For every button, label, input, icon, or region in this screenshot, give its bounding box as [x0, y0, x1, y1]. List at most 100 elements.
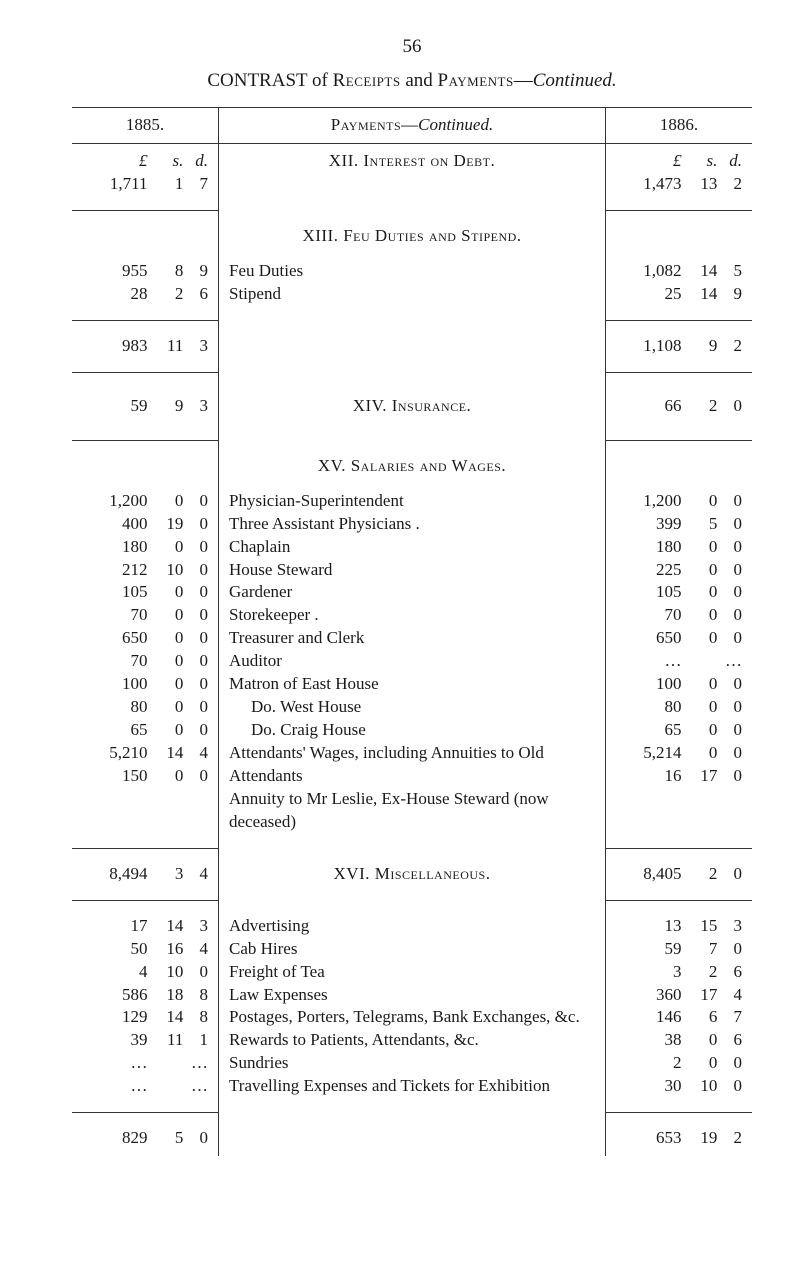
money-amount: 16 17 0: [614, 765, 744, 788]
amount-pence: 6: [185, 283, 210, 306]
line-item-desc: Gardener: [227, 581, 597, 604]
line-item-desc: Three Assistant Physicians .: [227, 513, 597, 536]
amount-shillings: 0: [683, 604, 719, 627]
money-amount: 105 0 0: [614, 581, 744, 604]
section-15-title-row: XV. Salaries and Wages.: [72, 449, 752, 484]
money-amount: 2 0 0: [614, 1052, 744, 1075]
money-amount: 650 0 0: [614, 627, 744, 650]
section-16-body: 17 14 3 50 16 4 4 10 0 586 18 8 129 14 8…: [72, 909, 752, 1105]
amount-pounds: 8,494: [80, 863, 149, 886]
sec16-total-left: 829 5 0: [80, 1127, 210, 1150]
amount-shillings: 14: [683, 283, 719, 306]
amount-pounds: 30: [614, 1075, 683, 1098]
line-item-desc: Chaplain: [227, 536, 597, 559]
money-amount: 180 0 0: [80, 536, 210, 559]
amount-pounds: 586: [80, 984, 149, 1007]
amount-shillings: 0: [683, 696, 719, 719]
amount-pence: 6: [719, 1029, 744, 1052]
title-payments: Payments: [438, 70, 514, 91]
section-13-title-row: XIII. Feu Duties and Stipend.: [72, 219, 752, 254]
divider-row: [72, 312, 752, 329]
ledger-table: 1885. Payments—Continued. 1886. £ s. d. …: [72, 108, 752, 1156]
amount-pence: 0: [719, 863, 744, 886]
amount-pounds: 25: [614, 283, 683, 306]
amount-pence: 0: [185, 490, 210, 513]
amount-pounds: 1,711: [80, 173, 149, 196]
amount-pence: 3: [719, 915, 744, 938]
amount-shillings: 0: [149, 581, 185, 604]
center-head: Payments—Continued.: [219, 108, 606, 143]
money-amount: 70 0 0: [80, 604, 210, 627]
amount-pence: 3: [185, 915, 210, 938]
money-amount: 5,210 14 4: [80, 742, 210, 765]
amount-pounds: 212: [80, 559, 149, 582]
money-amount: 65 0 0: [80, 719, 210, 742]
amount-pounds: 1,200: [80, 490, 149, 513]
amount-shillings: 9: [149, 395, 185, 418]
money-amount: 360 17 4: [614, 984, 744, 1007]
amount-pounds: 80: [80, 696, 149, 719]
amount-pounds: 50: [80, 938, 149, 961]
sec14-left: 59 9 3: [80, 395, 210, 418]
amount-shillings: 0: [683, 719, 719, 742]
section-13-body: 955 8 9 28 2 6 Feu DutiesStipend 1,082 1…: [72, 254, 752, 312]
amount-pounds: 1,108: [614, 335, 683, 358]
amount-pence: …: [185, 1075, 210, 1098]
amount-pounds: 129: [80, 1006, 149, 1029]
shilling-label: s.: [149, 150, 185, 173]
line-item-desc: Treasurer and Clerk: [227, 627, 597, 650]
amount-pounds: 225: [614, 559, 683, 582]
amount-pounds: 146: [614, 1006, 683, 1029]
money-amount: 28 2 6: [80, 283, 210, 306]
amount-pounds: 13: [614, 915, 683, 938]
line-item-desc: Storekeeper .: [227, 604, 597, 627]
money-amount: 1,200 0 0: [80, 490, 210, 513]
amount-shillings: 0: [149, 765, 185, 788]
money-amount: 80 0 0: [614, 696, 744, 719]
amount-shillings: 0: [683, 742, 719, 765]
amount-pounds: 4: [80, 961, 149, 984]
amount-pounds: 180: [614, 536, 683, 559]
amount-shillings: 0: [149, 627, 185, 650]
amount-shillings: 2: [683, 961, 719, 984]
amount-shillings: 0: [683, 673, 719, 696]
amount-shillings: [683, 650, 719, 673]
amount-shillings: 5: [149, 1127, 185, 1150]
amount-pence: 4: [185, 863, 210, 886]
amount-pounds: 38: [614, 1029, 683, 1052]
amount-pounds: 59: [80, 395, 149, 418]
line-item-desc: Matron of East House: [227, 673, 597, 696]
amount-pounds: 100: [614, 673, 683, 696]
amount-pence: 0: [719, 673, 744, 696]
money-amount: 4 10 0: [80, 961, 210, 984]
sec15-total-left: 8,494 3 4: [80, 863, 210, 886]
amount-pounds: 65: [80, 719, 149, 742]
amount-shillings: 0: [149, 536, 185, 559]
amount-shillings: 0: [149, 490, 185, 513]
amount-pounds: 100: [80, 673, 149, 696]
amount-pence: 0: [185, 696, 210, 719]
title-dash: —: [514, 70, 533, 91]
amount-pence: 0: [719, 513, 744, 536]
amount-pence: 7: [719, 1006, 744, 1029]
amount-shillings: 13: [683, 173, 719, 196]
title-pre: CONTRAST of: [207, 70, 332, 91]
amount-pounds: 360: [614, 984, 683, 1007]
page-number: 56: [72, 34, 752, 60]
sec12-left: 1,711 1 7: [80, 173, 210, 196]
amount-pence: 0: [185, 765, 210, 788]
amount-pence: 2: [719, 1127, 744, 1150]
amount-pounds: 829: [80, 1127, 149, 1150]
amount-pounds: 983: [80, 335, 149, 358]
amount-shillings: 8: [149, 260, 185, 283]
amount-pounds: 39: [80, 1029, 149, 1052]
amount-shillings: 0: [149, 719, 185, 742]
amount-pence: …: [719, 650, 744, 673]
amount-shillings: 15: [683, 915, 719, 938]
line-item-desc: Auditor: [227, 650, 597, 673]
sec13-total-right: 1,108 9 2: [614, 335, 744, 358]
amount-pence: 0: [719, 1052, 744, 1075]
amount-pounds: 8,405: [614, 863, 683, 886]
amount-shillings: 6: [683, 1006, 719, 1029]
amount-shillings: 1: [149, 173, 185, 196]
